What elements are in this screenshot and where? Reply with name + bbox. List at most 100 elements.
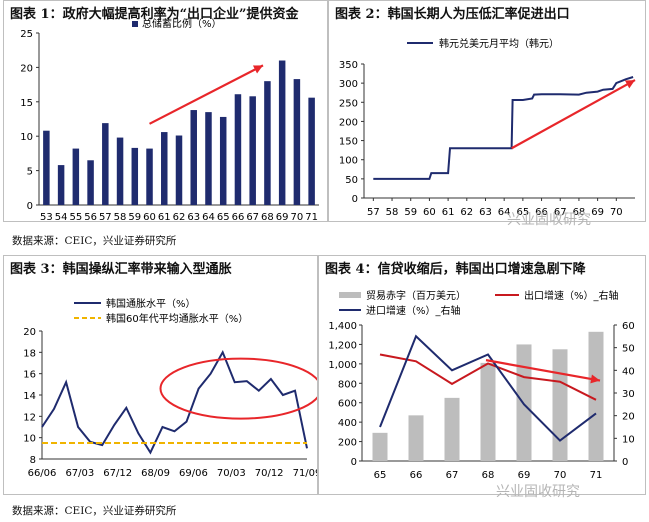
x-tick-label: 69 bbox=[276, 212, 289, 221]
legend-swatch bbox=[339, 292, 361, 298]
y-tick-label: 600 bbox=[338, 399, 357, 410]
x-tick-label: 58 bbox=[386, 207, 399, 218]
x-tick-label: 66 bbox=[232, 212, 245, 221]
trend-arrow bbox=[511, 79, 636, 150]
y-tick-label: 10 bbox=[20, 132, 33, 143]
x-tick-label: 60 bbox=[143, 212, 156, 221]
x-tick-label: 63 bbox=[187, 212, 200, 221]
x-tick-label: 71 bbox=[590, 470, 603, 481]
x-tick-label: 62 bbox=[173, 212, 186, 221]
y-tick-label: 1,400 bbox=[328, 321, 357, 332]
y-tick-label: 20 bbox=[20, 63, 33, 74]
trend-arrow-head bbox=[252, 65, 263, 74]
x-tick-label: 70 bbox=[291, 212, 304, 221]
x-tick-label: 64 bbox=[498, 207, 511, 218]
y2-tick-label: 50 bbox=[622, 344, 635, 355]
y-tick-label: 0 bbox=[351, 457, 357, 468]
x-tick-label: 68/09 bbox=[141, 468, 170, 479]
y-tick-label: 20 bbox=[23, 327, 36, 338]
x-tick-label: 70/03 bbox=[217, 468, 246, 479]
y2-tick-label: 60 bbox=[622, 321, 635, 332]
x-tick-label: 68 bbox=[573, 207, 586, 218]
y-tick-label: 18 bbox=[23, 348, 36, 359]
export-growth-line bbox=[379, 353, 597, 401]
x-tick-label: 62 bbox=[460, 207, 473, 218]
y-tick-label: 1,000 bbox=[328, 360, 357, 371]
x-tick-label: 70 bbox=[554, 470, 567, 481]
legend-label: 进口增速（%）_右轴 bbox=[366, 304, 461, 317]
x-tick-label: 66 bbox=[410, 470, 423, 481]
x-tick-label: 61 bbox=[158, 212, 171, 221]
bar bbox=[552, 349, 568, 461]
x-tick-label: 66/06 bbox=[28, 468, 57, 479]
x-tick-label: 58 bbox=[114, 212, 127, 221]
import-growth-line bbox=[379, 334, 597, 442]
y-tick-label: 0 bbox=[352, 194, 358, 205]
bar bbox=[408, 415, 424, 461]
trend-arrow-head bbox=[624, 80, 635, 89]
x-tick-label: 59 bbox=[128, 212, 141, 221]
y-tick-label: 8 bbox=[30, 455, 36, 466]
legend-label: 总储蓄比例（%） bbox=[142, 17, 222, 30]
bar bbox=[278, 60, 286, 205]
legend-label: 韩国通胀水平（%） bbox=[106, 297, 196, 310]
x-tick-label: 68 bbox=[261, 212, 274, 221]
bar bbox=[293, 79, 301, 205]
chart-1-svg: 总储蓄比例（%） 0 5 10 15 20 25 53 54 55 56 57 58 59 60 61 62 63… bbox=[20, 17, 319, 221]
chart-panel-1: 图表 1：政府大幅提高利率为“出口企业”提供资金 总储蓄比例（%） 0 5 10 15 2… bbox=[3, 0, 328, 222]
trend-arrow bbox=[485, 359, 601, 382]
chart-4-title: 图表 4：信贷收缩后，韩国出口增速急剧下降 bbox=[325, 262, 586, 277]
x-tick-label: 65 bbox=[516, 207, 529, 218]
bar bbox=[219, 116, 227, 205]
trend-arrow bbox=[149, 64, 264, 125]
bar bbox=[444, 397, 460, 461]
x-tick-label: 71/09 bbox=[293, 468, 317, 479]
y-tick-label: 16 bbox=[23, 370, 36, 381]
x-tick-label: 70 bbox=[610, 207, 623, 218]
bar bbox=[72, 148, 80, 205]
x-tick-label: 60 bbox=[423, 207, 436, 218]
x-tick-label: 61 bbox=[442, 207, 455, 218]
x-tick-label: 68 bbox=[482, 470, 495, 481]
bar bbox=[190, 110, 197, 205]
bar bbox=[116, 137, 124, 205]
chart-4-svg: 贸易赤字（百万美元） 出口增速（%）_右轴进口增速（%）_右轴0200400600… bbox=[328, 289, 635, 481]
x-tick-label: 65 bbox=[217, 212, 230, 221]
legend-swatch bbox=[132, 21, 138, 27]
bar bbox=[43, 130, 50, 205]
chart-1-title: 图表 1：政府大幅提高利率为“出口企业”提供资金 bbox=[10, 7, 299, 22]
x-tick-label: 67/03 bbox=[65, 468, 94, 479]
chart-3-title: 图表 3：韩国操纵汇率带来输入型通胀 bbox=[10, 262, 232, 277]
chart-3-svg: 韩国通胀水平（%） 韩国60年代平均通胀水平（%） 8 10 12 14 16 18 20 66/… bbox=[23, 297, 317, 479]
watermark-top: 兴业固收研究 bbox=[507, 212, 591, 228]
y-tick-label: 50 bbox=[345, 175, 358, 186]
bar bbox=[102, 123, 109, 205]
x-tick-label: 69 bbox=[518, 470, 531, 481]
x-tick-label: 54 bbox=[55, 212, 68, 221]
bar bbox=[480, 362, 496, 461]
x-tick-label: 57 bbox=[99, 212, 112, 221]
series-line bbox=[373, 76, 634, 180]
x-tick-label: 64 bbox=[202, 212, 215, 221]
legend-label: 韩国60年代平均通胀水平（%） bbox=[106, 312, 248, 325]
y-tick-label: 150 bbox=[339, 137, 358, 148]
y2-tick-label: 20 bbox=[622, 412, 635, 423]
x-tick-label: 69/06 bbox=[179, 468, 208, 479]
y-tick-label: 350 bbox=[339, 60, 358, 71]
bar bbox=[588, 331, 604, 461]
x-tick-label: 71 bbox=[305, 212, 318, 221]
bar bbox=[175, 135, 183, 205]
bar bbox=[308, 97, 315, 205]
chart-panel-4: 图表 4：信贷收缩后，韩国出口增速急剧下降 贸易赤字（百万美元） 出口增速（%）_… bbox=[318, 255, 646, 495]
x-tick-label: 67 bbox=[554, 207, 567, 218]
x-tick-label: 67 bbox=[246, 212, 259, 221]
bar bbox=[146, 148, 153, 205]
y-tick-label: 10 bbox=[23, 434, 36, 445]
y-tick-label: 0 bbox=[27, 201, 33, 212]
bar bbox=[57, 165, 65, 205]
bar bbox=[264, 81, 271, 205]
source-note-1: 数据来源：CEIC，兴业证券研究所 bbox=[12, 235, 177, 247]
x-tick-label: 67 bbox=[446, 470, 459, 481]
bar bbox=[234, 94, 242, 205]
